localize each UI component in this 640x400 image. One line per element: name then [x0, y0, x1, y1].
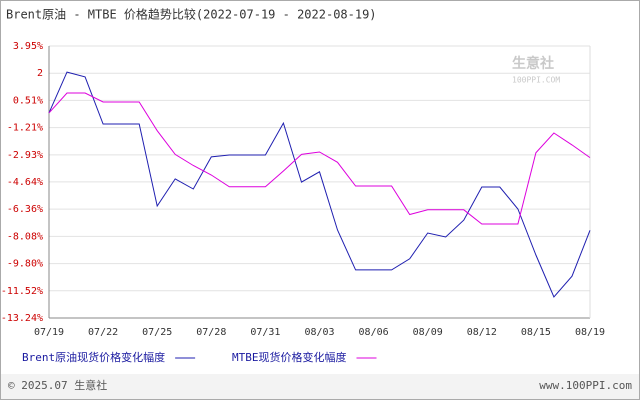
- watermark-site: 100PPI.COM: [512, 76, 560, 85]
- legend-label: Brent原油现货价格变化幅度: [22, 350, 165, 364]
- y-tick-label: 0.51%: [13, 95, 43, 106]
- chart-title: Brent原油 - MTBE 价格趋势比较(2022-07-19 - 2022-…: [6, 7, 377, 22]
- x-tick-label: 08/19: [575, 327, 605, 338]
- y-tick-label: -13.24%: [1, 313, 43, 324]
- series-line: [48, 71, 591, 298]
- x-tick-label: 07/31: [250, 327, 280, 338]
- y-tick-label: 3.95%: [13, 41, 43, 52]
- y-tick-label: -2.93%: [7, 150, 43, 161]
- footer-band: [1, 374, 639, 399]
- y-tick-label: -4.64%: [7, 177, 43, 188]
- y-tick-label: -8.08%: [7, 231, 43, 242]
- x-tick-label: 07/28: [196, 327, 226, 338]
- y-tick-label: 2: [37, 68, 43, 79]
- x-tick-label: 07/19: [34, 327, 64, 338]
- watermark-name: 生意社: [512, 55, 554, 72]
- x-tick-label: 08/15: [521, 327, 551, 338]
- y-tick-label: -9.80%: [7, 259, 43, 270]
- x-tick-label: 07/22: [88, 327, 118, 338]
- y-tick-label: -11.52%: [1, 286, 43, 297]
- series-line: [48, 92, 591, 225]
- x-tick-label: 08/09: [413, 327, 443, 338]
- footer-copyright: © 2025.07 生意社: [8, 378, 107, 392]
- x-tick-label: 08/03: [304, 327, 334, 338]
- x-tick-label: 08/12: [467, 327, 497, 338]
- y-tick-label: -6.36%: [7, 204, 43, 215]
- x-tick-label: 07/25: [142, 327, 172, 338]
- x-tick-label: 08/06: [359, 327, 389, 338]
- footer-url: www.100PPI.com: [539, 379, 632, 392]
- y-tick-label: -1.21%: [7, 123, 43, 134]
- legend-label: MTBE现货价格变化幅度: [232, 350, 347, 364]
